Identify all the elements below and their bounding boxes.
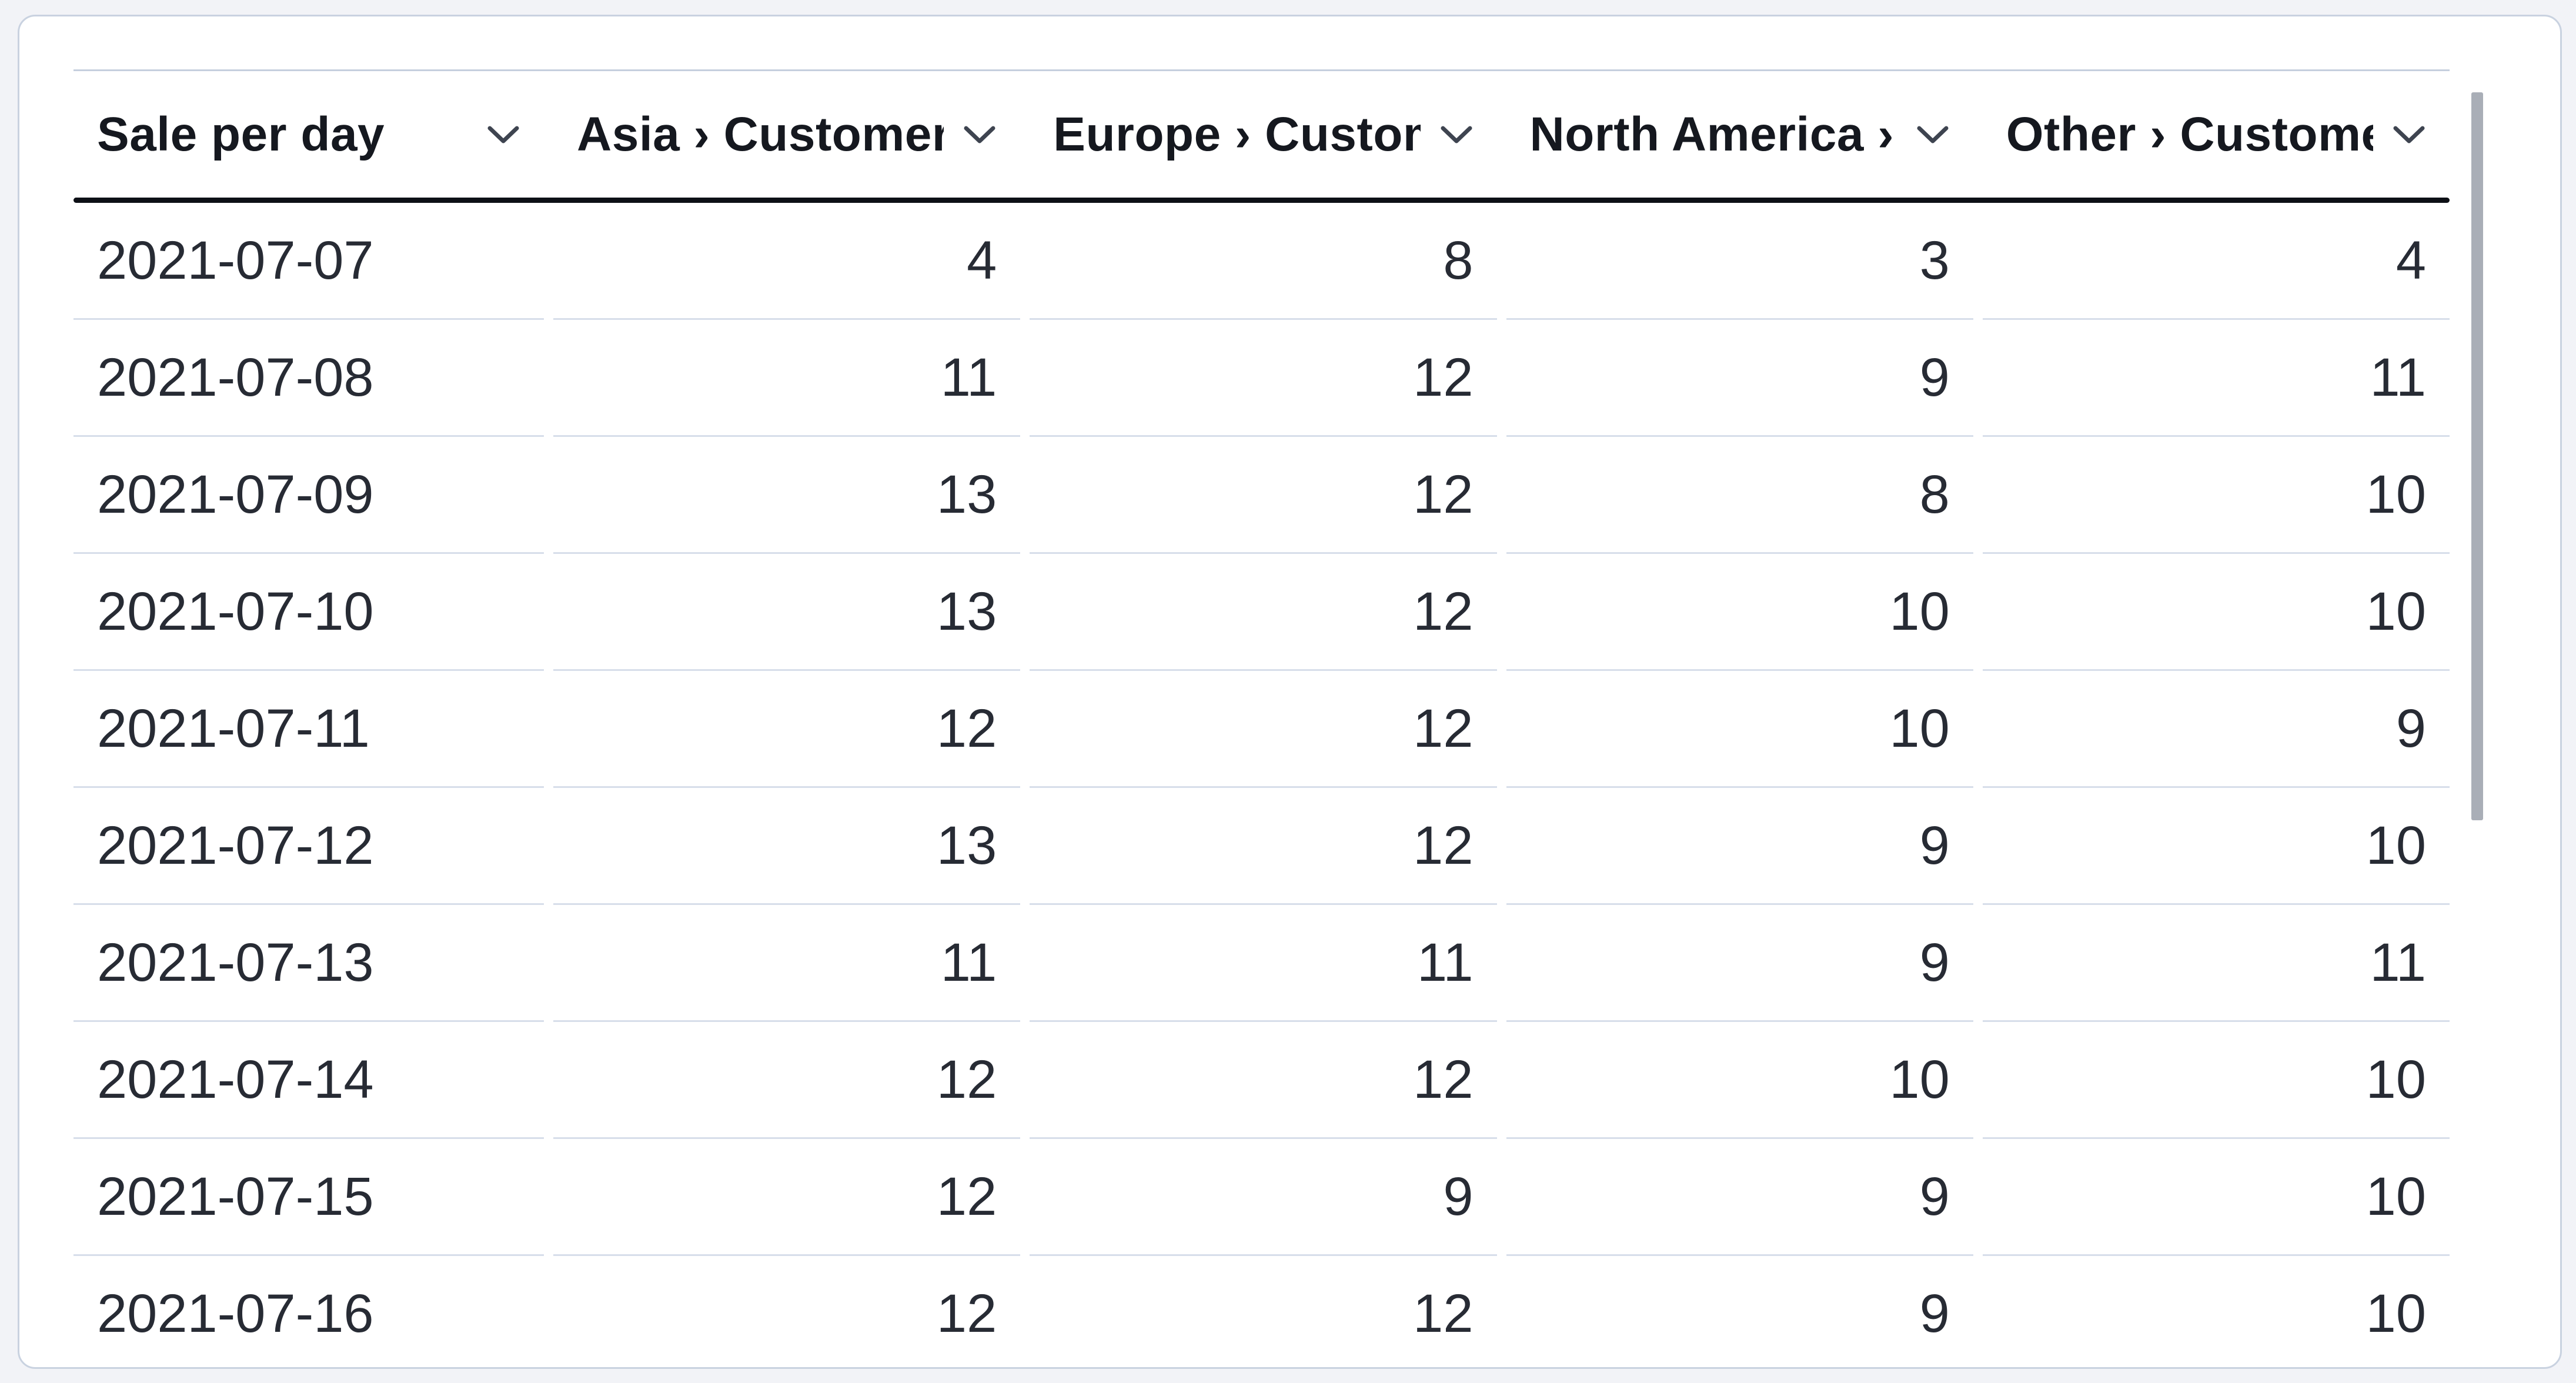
value-cell: 10 xyxy=(1983,1256,2450,1367)
chevron-down-icon[interactable] xyxy=(486,124,520,145)
scrollbar-thumb[interactable] xyxy=(2471,92,2483,820)
sale-per-day-table-card: Sale per day Asia › Customers Europe › C… xyxy=(18,15,2562,1369)
value-cell: 12 xyxy=(553,1139,1021,1256)
table-row: 2021-07-08 11 12 9 11 xyxy=(73,320,2450,437)
date-cell: 2021-07-09 xyxy=(73,437,544,554)
column-header-europe-customers[interactable]: Europe › Customers xyxy=(1030,71,1496,198)
chevron-down-icon[interactable] xyxy=(2392,124,2426,145)
date-cell: 2021-07-08 xyxy=(73,320,544,437)
table-header-row: Sale per day Asia › Customers Europe › C… xyxy=(73,69,2450,198)
value-cell: 11 xyxy=(553,905,1021,1022)
chevron-down-icon[interactable] xyxy=(1439,124,1474,145)
column-header-label: Sale per day xyxy=(97,107,385,161)
value-cell: 10 xyxy=(1506,554,1973,671)
table-row: 2021-07-11 12 12 10 9 xyxy=(73,671,2450,788)
date-cell: 2021-07-16 xyxy=(73,1256,544,1367)
value-cell: 10 xyxy=(1506,671,1973,788)
chevron-down-icon[interactable] xyxy=(963,124,997,145)
date-cell: 2021-07-15 xyxy=(73,1139,544,1256)
column-header-sale-per-day[interactable]: Sale per day xyxy=(73,71,544,198)
table-row: 2021-07-16 12 12 9 10 xyxy=(73,1256,2450,1367)
column-header-label: North America › Customers xyxy=(1529,107,1897,161)
value-cell: 13 xyxy=(553,437,1021,554)
value-cell: 4 xyxy=(553,203,1021,320)
value-cell: 12 xyxy=(1030,554,1497,671)
table-row: 2021-07-15 12 9 9 10 xyxy=(73,1139,2450,1256)
value-cell: 10 xyxy=(1982,788,2450,905)
table-row: 2021-07-14 12 12 10 10 xyxy=(73,1022,2450,1139)
value-cell: 13 xyxy=(553,788,1021,905)
date-cell: 2021-07-13 xyxy=(73,905,544,1022)
table-row: 2021-07-07 4 8 3 4 xyxy=(73,203,2450,320)
value-cell: 12 xyxy=(553,1256,1020,1367)
table-row: 2021-07-13 11 11 9 11 xyxy=(73,905,2450,1022)
value-cell: 10 xyxy=(1982,437,2450,554)
value-cell: 9 xyxy=(1506,1139,1973,1256)
column-header-label: Other › Customers xyxy=(2006,107,2373,161)
value-cell: 9 xyxy=(1982,671,2450,788)
date-cell: 2021-07-10 xyxy=(73,554,544,671)
value-cell: 9 xyxy=(1030,1139,1497,1256)
table-row: 2021-07-10 13 12 10 10 xyxy=(73,554,2450,671)
value-cell: 12 xyxy=(1030,437,1497,554)
value-cell: 8 xyxy=(1030,203,1497,320)
value-cell: 12 xyxy=(553,1022,1021,1139)
table-row: 2021-07-12 13 12 9 10 xyxy=(73,788,2450,905)
value-cell: 11 xyxy=(553,320,1021,437)
value-cell: 3 xyxy=(1506,203,1973,320)
sales-table: Sale per day Asia › Customers Europe › C… xyxy=(73,69,2450,1367)
table-row: 2021-07-09 13 12 8 10 xyxy=(73,437,2450,554)
value-cell: 12 xyxy=(1030,320,1497,437)
value-cell: 11 xyxy=(1982,905,2450,1022)
column-header-north-america-customers[interactable]: North America › Customers xyxy=(1506,71,1973,198)
value-cell: 11 xyxy=(1030,905,1497,1022)
chevron-down-icon[interactable] xyxy=(1916,124,1950,145)
value-cell: 10 xyxy=(1506,1022,1973,1139)
table-body: 2021-07-07 4 8 3 4 2021-07-08 11 12 9 11… xyxy=(73,203,2450,1367)
value-cell: 13 xyxy=(553,554,1021,671)
date-cell: 2021-07-11 xyxy=(73,671,544,788)
date-cell: 2021-07-12 xyxy=(73,788,544,905)
value-cell: 12 xyxy=(1030,1022,1497,1139)
value-cell: 9 xyxy=(1506,905,1973,1022)
value-cell: 12 xyxy=(1030,1256,1496,1367)
value-cell: 10 xyxy=(1982,1022,2450,1139)
value-cell: 4 xyxy=(1982,203,2450,320)
value-cell: 11 xyxy=(1982,320,2450,437)
value-cell: 10 xyxy=(1982,554,2450,671)
column-header-label: Asia › Customers xyxy=(577,107,944,161)
column-header-asia-customers[interactable]: Asia › Customers xyxy=(553,71,1020,198)
value-cell: 12 xyxy=(553,671,1021,788)
date-cell: 2021-07-14 xyxy=(73,1022,544,1139)
header-underline xyxy=(73,198,2450,203)
column-header-label: Europe › Customers xyxy=(1053,107,1420,161)
value-cell: 9 xyxy=(1506,320,1973,437)
value-cell: 10 xyxy=(1982,1139,2450,1256)
value-cell: 8 xyxy=(1506,437,1973,554)
value-cell: 9 xyxy=(1506,1256,1973,1367)
date-cell: 2021-07-07 xyxy=(73,203,544,320)
column-header-other-customers[interactable]: Other › Customers xyxy=(1983,71,2450,198)
value-cell: 12 xyxy=(1030,788,1497,905)
value-cell: 9 xyxy=(1506,788,1973,905)
value-cell: 12 xyxy=(1030,671,1497,788)
